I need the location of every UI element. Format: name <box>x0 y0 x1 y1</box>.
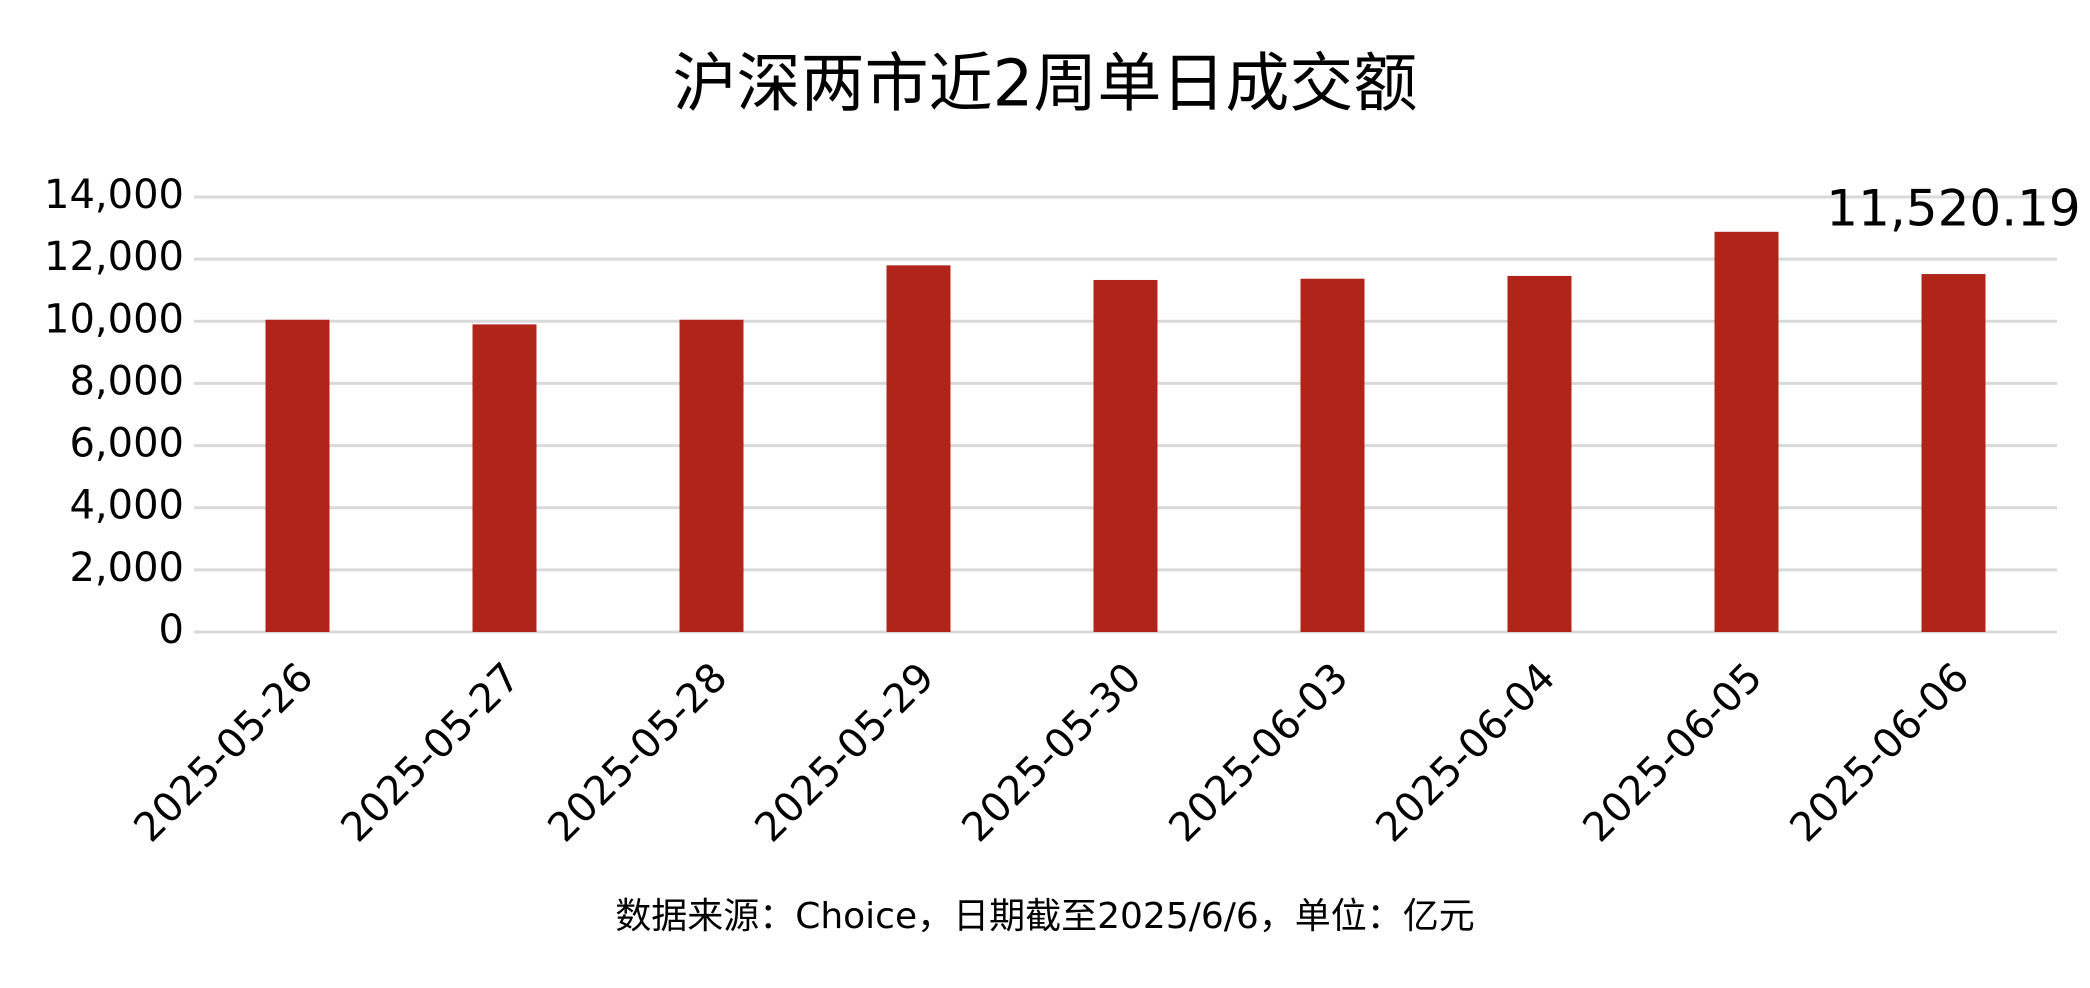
bar <box>679 319 744 632</box>
y-tick-label: 0 <box>159 607 184 653</box>
y-tick-label: 8,000 <box>69 358 184 404</box>
source-note: 数据来源：Choice，日期截至2025/6/6，单位：亿元 <box>615 896 1475 937</box>
x-tick-label: 2025-05-30 <box>953 654 1150 851</box>
bar <box>1300 278 1365 632</box>
y-tick-label: 4,000 <box>69 483 184 529</box>
bar <box>886 265 951 632</box>
y-tick-label: 6,000 <box>69 421 184 467</box>
chart-title: 沪深两市近2周单日成交额 <box>673 48 1418 122</box>
x-tick-label: 2025-06-03 <box>1160 654 1357 851</box>
bar <box>1093 279 1158 632</box>
x-tick-label: 2025-06-04 <box>1367 654 1564 851</box>
x-tick-label: 2025-06-06 <box>1781 654 1978 851</box>
bar <box>472 324 537 632</box>
bar <box>1714 231 1779 633</box>
x-tick-label: 2025-05-26 <box>125 654 322 851</box>
x-tick-label: 2025-05-27 <box>332 654 529 851</box>
y-tick-label: 14,000 <box>44 172 184 218</box>
bar <box>265 319 330 632</box>
bar <box>1507 275 1572 632</box>
x-tick-label: 2025-05-28 <box>539 654 736 851</box>
y-tick-label: 12,000 <box>44 234 184 280</box>
x-tick-label: 2025-05-29 <box>746 654 943 851</box>
bar <box>1921 274 1986 632</box>
y-tick-label: 10,000 <box>44 296 184 342</box>
x-tick-label: 2025-06-05 <box>1574 654 1771 851</box>
data-label: 11,520.19 <box>1826 180 2080 238</box>
y-tick-label: 2,000 <box>69 545 184 591</box>
